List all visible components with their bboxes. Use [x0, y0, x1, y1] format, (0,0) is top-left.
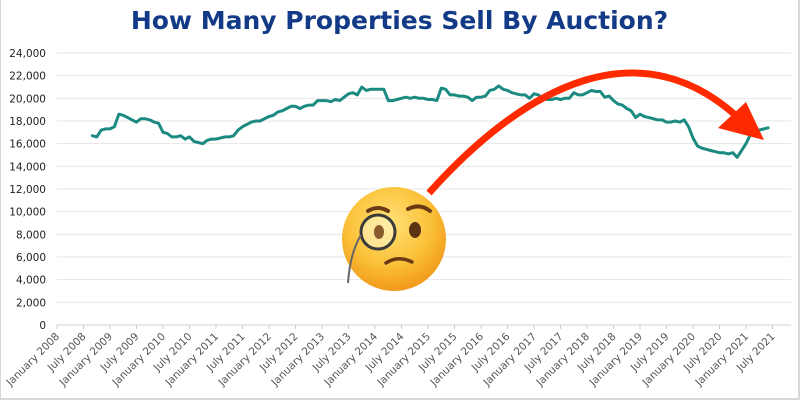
y-tick-label: 24,000	[9, 48, 46, 60]
y-tick-label: 18,000	[9, 116, 46, 128]
y-tick-label: 8,000	[16, 229, 46, 241]
y-tick-label: 2,000	[16, 297, 46, 309]
chart-title: How Many Properties Sell By Auction?	[130, 6, 669, 35]
y-tick-label: 12,000	[9, 184, 46, 196]
arrow-head-icon	[718, 102, 764, 140]
y-tick-label: 20,000	[9, 93, 46, 105]
y-tick-label: 10,000	[9, 207, 46, 219]
red-arrow-annotation	[426, 69, 764, 196]
arrow-shaft	[426, 69, 749, 196]
y-tick-label: 0	[39, 320, 46, 332]
data-line	[90, 84, 770, 159]
face-with-monocle-icon	[342, 187, 446, 291]
y-tick-label: 6,000	[16, 252, 46, 264]
y-tick-label: 22,000	[9, 71, 46, 83]
y-tick-label: 14,000	[9, 161, 46, 173]
x-axis-tick-marks	[56, 325, 773, 329]
y-tick-label: 16,000	[9, 139, 46, 151]
y-tick-label: 4,000	[16, 275, 46, 287]
y-axis-labels: 0 2,000 4,000 6,000 8,000 10,000 12,000 14,000 1…	[9, 48, 46, 332]
